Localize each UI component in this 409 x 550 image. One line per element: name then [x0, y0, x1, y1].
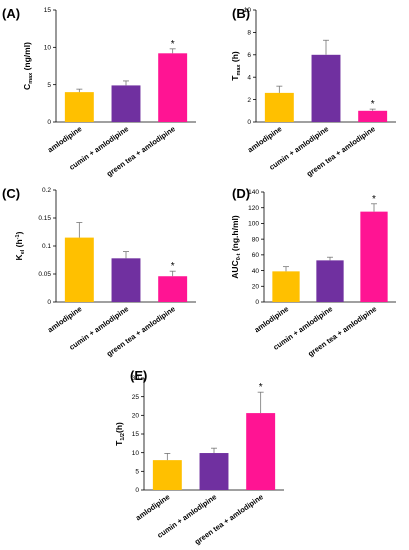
panel-label: (D): [232, 186, 250, 201]
panel-label: (B): [232, 6, 250, 21]
y-tick-label: 0: [247, 119, 251, 126]
significance-marker: *: [372, 194, 376, 205]
y-axis-label: AUC0-t (ng.h/ml): [230, 215, 242, 279]
y-axis-label: Tmax (h): [230, 51, 242, 81]
y-tick-label: 4: [247, 74, 251, 81]
bar: [316, 260, 344, 302]
y-axis-label-main: T: [230, 75, 240, 81]
y-axis-label-unit: (ng.h/ml): [230, 215, 240, 253]
y-tick-label: 0: [47, 299, 51, 306]
y-tick-label: 100: [248, 221, 259, 228]
y-axis-label-unit: (h): [114, 422, 124, 433]
y-tick-label: 10: [244, 7, 252, 14]
bar: [64, 237, 94, 302]
y-tick-label: 5: [135, 469, 139, 476]
x-category-label: amlodipine: [253, 304, 291, 334]
y-axis-label-subscript: max: [28, 72, 34, 84]
y-tick-label: 0: [255, 299, 259, 306]
y-tick-label: 2: [247, 97, 251, 104]
y-tick-label: 40: [252, 268, 260, 275]
significance-marker: *: [259, 382, 263, 393]
x-category-label: amlodipine: [246, 124, 284, 154]
x-category-label: amlodipine: [134, 492, 172, 522]
bar: [358, 110, 388, 122]
y-axis-label-unit: (ng/ml): [22, 42, 32, 73]
y-tick-label: 60: [252, 252, 260, 259]
y-tick-label: 0.05: [38, 271, 51, 278]
x-category-label: amlodipine: [46, 124, 84, 154]
y-tick-label: 120: [248, 205, 259, 212]
y-axis-label-unit: (h: [14, 239, 24, 249]
y-axis-label-subscript: 1/2: [120, 433, 126, 441]
bar: [158, 276, 188, 302]
y-tick-label: 140: [248, 189, 259, 196]
bar: [152, 460, 182, 490]
bar: [264, 92, 294, 122]
y-tick-label: 20: [252, 283, 260, 290]
y-tick-label: 8: [247, 30, 251, 37]
y-axis-label-subscript: el: [20, 249, 26, 254]
y-tick-label: 25: [132, 394, 140, 401]
bar: [111, 258, 141, 302]
y-tick-label: 0.15: [38, 215, 51, 222]
x-category-label: amlodipine: [46, 304, 84, 334]
panel-label: (E): [130, 368, 147, 383]
panel-d: (D) 0 20 40 60 80 100 120 140 AUC0-t (ng.h/ml) aml…: [230, 186, 396, 358]
y-tick-label: 10: [132, 450, 140, 457]
significance-marker: *: [371, 99, 375, 110]
bar: [311, 54, 341, 122]
bar: [272, 271, 300, 302]
y-tick-label: 0.1: [42, 243, 51, 250]
bar: [64, 92, 94, 122]
y-axis-label-subscript: 0-t: [236, 253, 242, 260]
y-axis-label: T1/2(h): [114, 422, 126, 446]
y-tick-label: 0: [47, 119, 51, 126]
bar: [246, 413, 276, 490]
y-axis-label-main: AUC: [230, 260, 240, 278]
y-axis-label-main: C: [22, 84, 32, 90]
bar: [111, 85, 141, 122]
panel-label: (C): [2, 186, 20, 201]
y-tick-label: 0: [135, 487, 139, 494]
y-axis-label: Cmax (ng/ml): [22, 42, 34, 90]
y-axis-label-main: K: [14, 253, 24, 260]
bar: [158, 53, 188, 122]
bar: [199, 453, 229, 490]
y-tick-label: 80: [252, 236, 260, 243]
significance-marker: *: [171, 261, 175, 272]
panel-label: (A): [2, 6, 20, 21]
y-tick-label: 6: [247, 52, 251, 59]
y-axis-label: Kel (h-1): [14, 231, 26, 260]
y-tick-label: 5: [47, 82, 51, 89]
y-axis-label-superscript: -1: [15, 234, 21, 239]
y-tick-label: 30: [132, 375, 140, 382]
y-axis-label-close: ): [14, 231, 24, 234]
y-tick-label: 15: [44, 7, 52, 14]
bar: [360, 211, 388, 302]
y-tick-label: 20: [132, 413, 140, 420]
y-axis-label-main: T: [114, 440, 124, 446]
y-tick-label: 10: [44, 45, 52, 52]
y-tick-label: 15: [132, 431, 140, 438]
y-axis-label-unit: (h): [230, 51, 240, 64]
y-axis-label-subscript: max: [236, 64, 242, 76]
y-tick-label: 0.2: [42, 187, 51, 194]
significance-marker: *: [171, 39, 175, 50]
